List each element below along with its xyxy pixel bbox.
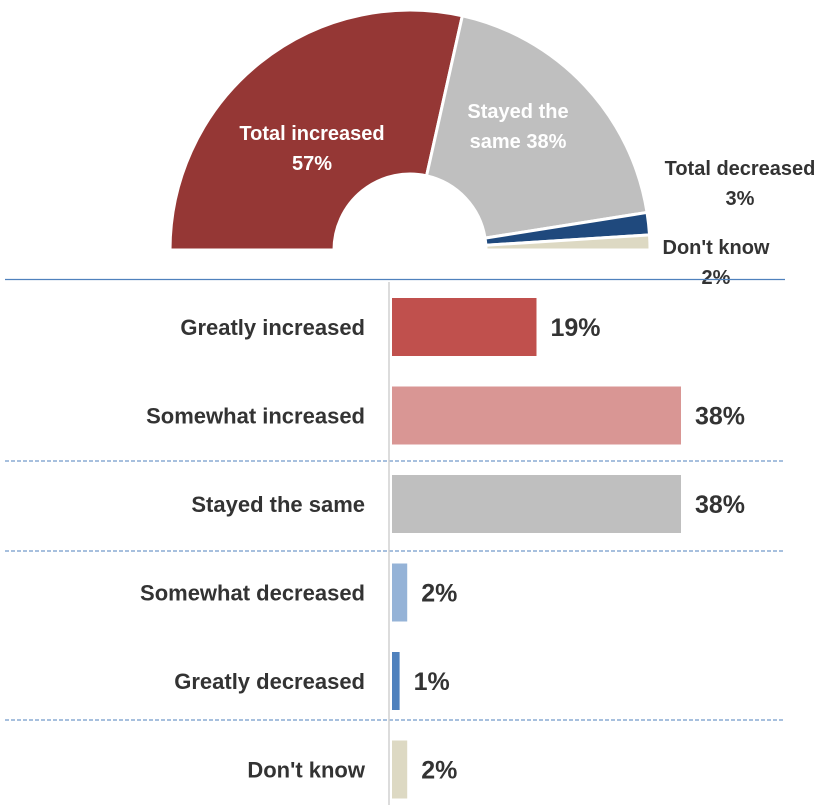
bar-greatly-increased [392,298,537,356]
pie-label-total-increased: Total increased 57% [239,123,384,175]
pie-slice-stayed-the-same [424,13,649,240]
pie-slice-don-t-know [484,233,652,252]
category-label-somewhat-decreased: Somewhat decreased [140,581,365,606]
category-label-don-t-know: Don't know [247,758,366,783]
value-label-somewhat-increased: 38% [695,403,745,431]
value-label-somewhat-decreased: 2% [421,580,457,608]
value-label-greatly-increased: 19% [551,314,601,342]
pie-label-total-decreased: Total decreased 3% [665,158,816,210]
category-label-stayed-the-same: Stayed the same [191,492,365,517]
bar-somewhat-decreased [392,563,408,622]
pie-label-don-t-know: Don't know 2% [663,237,770,289]
pie-label-stayed-the-same: Stayed the same 38% [467,101,568,153]
value-label-stayed-the-same: 38% [695,491,745,519]
bar-stayed-the-same [392,475,681,533]
pie-slice-total-increased [168,8,465,252]
category-label-greatly-increased: Greatly increased [180,315,365,340]
category-label-somewhat-increased: Somewhat increased [146,404,365,429]
category-label-greatly-decreased: Greatly decreased [174,669,365,694]
bar-somewhat-increased [392,386,681,445]
bar-greatly-decreased [392,652,400,710]
bar-don-t-know [392,740,408,799]
value-label-greatly-decreased: 1% [414,668,450,696]
value-label-don-t-know: 2% [421,757,457,785]
